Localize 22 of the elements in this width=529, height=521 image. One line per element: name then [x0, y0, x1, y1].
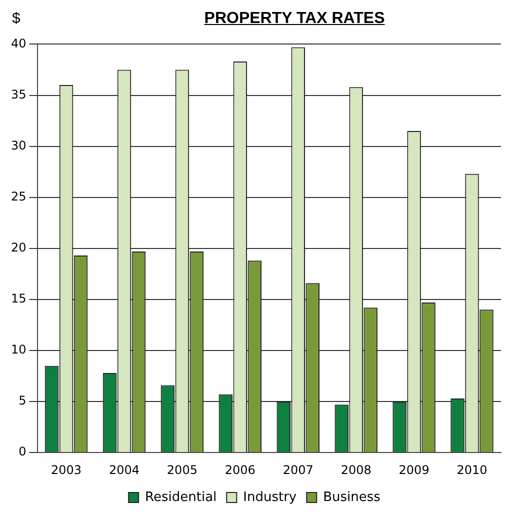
y-tick-label: 35: [10, 87, 26, 102]
y-tick-label: 40: [10, 36, 26, 50]
x-tick-label: 2009: [398, 462, 430, 477]
y-tick-label: 25: [10, 189, 26, 204]
chart-title: PROPERTY TAX RATES: [204, 10, 385, 27]
x-tick-label: 2004: [108, 462, 140, 477]
y-tick-label: 0: [18, 444, 26, 459]
x-tick-label: 2008: [340, 462, 372, 477]
y-tick-label: 15: [10, 292, 26, 306]
legend-label: Industry: [243, 490, 297, 505]
y-tick-label: 10: [10, 342, 26, 357]
x-tick-label: 2003: [50, 462, 82, 477]
y-tick-label: 30: [10, 138, 26, 152]
legend-label: Residential: [145, 490, 217, 505]
x-tick-label: 2010: [456, 462, 488, 477]
y-axis-title: $: [12, 10, 20, 27]
y-tick-label: 20: [10, 240, 26, 255]
x-tick-label: 2006: [224, 462, 256, 477]
y-tick-label: 5: [18, 394, 26, 408]
x-tick-label: 2005: [166, 462, 198, 477]
legend-label: Business: [323, 490, 381, 505]
x-tick-label: 2007: [282, 462, 314, 477]
